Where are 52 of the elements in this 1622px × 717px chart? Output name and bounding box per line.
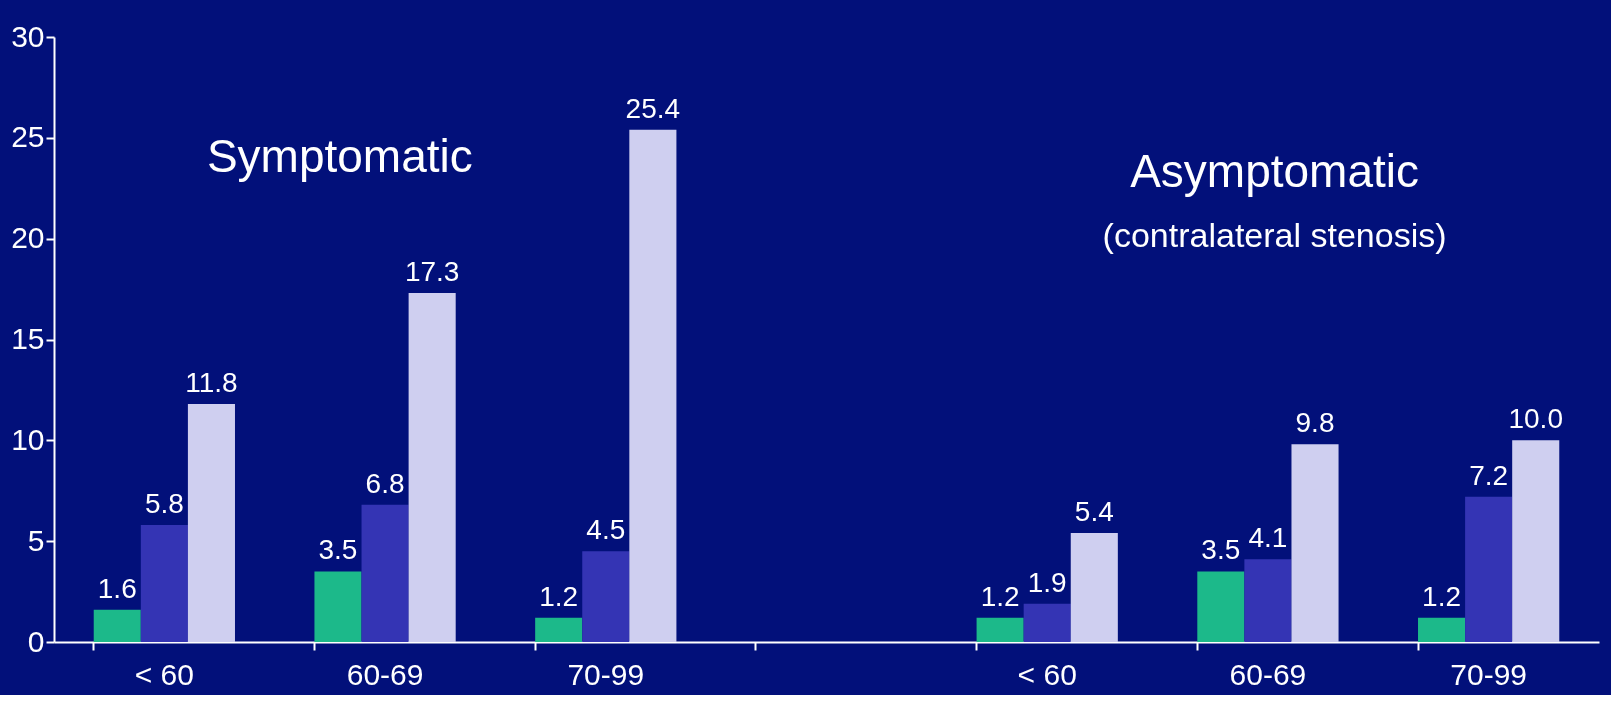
y-tick-label: 25: [11, 120, 45, 154]
bar: [976, 617, 1024, 642]
bar: [408, 293, 456, 642]
y-tick-label: 30: [11, 19, 45, 53]
bar: [1197, 571, 1245, 642]
bar: [93, 609, 141, 642]
data-label: 1.9: [1027, 566, 1067, 598]
data-label: 5.4: [1074, 496, 1114, 528]
bar: [1512, 440, 1560, 642]
x-tick-label: < 60: [134, 657, 194, 691]
data-label: 3.5: [1201, 534, 1241, 566]
data-label: 1.6: [97, 572, 137, 604]
bar: [1244, 559, 1292, 642]
data-label: 1.2: [539, 580, 579, 612]
data-label: 10.0: [1508, 403, 1563, 435]
data-label: 7.2: [1469, 459, 1509, 491]
bar: [1465, 496, 1513, 642]
annotation: Symptomatic: [206, 130, 473, 182]
data-label: 25.4: [625, 92, 681, 124]
data-label: 9.8: [1295, 407, 1335, 439]
data-label: 3.5: [318, 534, 358, 566]
x-tick-label: 70-99: [1450, 657, 1528, 691]
bar: [187, 404, 235, 642]
bar: [629, 129, 677, 642]
bar: [1023, 603, 1071, 642]
data-label: 1.2: [1422, 580, 1462, 612]
y-tick-label: 5: [27, 523, 45, 557]
y-tick-label: 0: [27, 624, 45, 658]
bar: [1291, 444, 1339, 642]
bar: [1418, 617, 1466, 642]
bar: [535, 617, 583, 642]
x-tick-label: 60-69: [346, 657, 424, 691]
bar: [314, 571, 362, 642]
annotation: Asymptomatic: [1130, 145, 1419, 198]
bar: [140, 525, 188, 642]
x-tick-label: 70-99: [567, 657, 645, 691]
x-tick-label: < 60: [1017, 657, 1077, 691]
data-label: 4.5: [586, 514, 626, 546]
x-tick-label: 60-69: [1229, 657, 1307, 691]
bar: [582, 551, 630, 642]
data-label: 1.2: [980, 580, 1020, 612]
annotation: (contralateral stenosis): [1102, 215, 1447, 254]
y-tick-label: 20: [11, 221, 45, 255]
data-label: 11.8: [185, 367, 238, 399]
data-label: 5.8: [144, 488, 184, 520]
y-tick-label: 10: [11, 422, 45, 456]
bar: [361, 504, 409, 642]
data-label: 6.8: [365, 467, 405, 499]
data-label: 4.1: [1248, 522, 1288, 554]
y-tick-label: 15: [11, 322, 45, 355]
bar: [1070, 533, 1118, 642]
data-label: 17.3: [404, 256, 460, 288]
